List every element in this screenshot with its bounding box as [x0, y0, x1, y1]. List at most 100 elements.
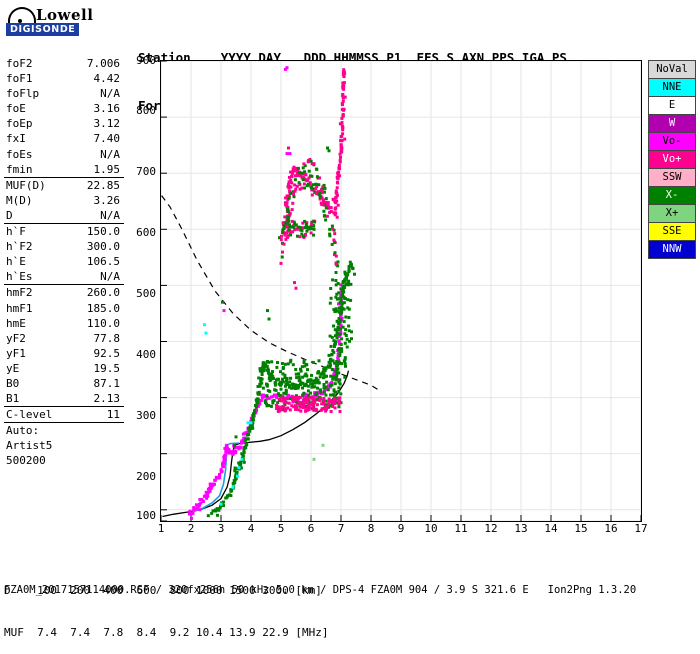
echo-pixel [232, 479, 236, 483]
legend-item-nnw[interactable]: NNW [648, 240, 696, 259]
echo-pixel [326, 201, 330, 205]
echo-pixel [285, 397, 289, 401]
echo-pixel [336, 203, 340, 207]
echo-pixel [312, 408, 316, 412]
echo-pixel [329, 410, 333, 413]
legend-item-w[interactable]: W [648, 114, 696, 133]
echo-pixel [291, 398, 295, 401]
echo-pixel [309, 391, 313, 395]
echo-pixel [275, 378, 278, 382]
echo-pixel [330, 367, 334, 371]
echo-pixel [244, 442, 248, 446]
echo-pixel [334, 340, 337, 344]
echo-pixel [337, 297, 341, 301]
echo-pixel [338, 301, 342, 305]
echo-pixel [336, 176, 340, 180]
echo-pixel [293, 398, 297, 402]
legend-item-e[interactable]: E [648, 96, 696, 115]
artist-version-row: Artist5 [4, 438, 124, 453]
echo-pixel [243, 436, 247, 440]
legend-item-nne[interactable]: NNE [648, 78, 696, 97]
echo-pixel [343, 356, 347, 360]
ionogram-plot[interactable] [160, 60, 642, 522]
echo-pixel [335, 309, 339, 313]
echo-pixel [225, 443, 229, 447]
legend-item-x-[interactable]: X- [648, 186, 696, 205]
echo-pixel [294, 394, 298, 398]
echo-pixel [288, 223, 291, 227]
echo-pixel [295, 184, 299, 188]
echo-pixel [345, 272, 349, 276]
echo-pixel [256, 397, 259, 401]
echo-pixel [278, 236, 281, 240]
echo-pixel [306, 389, 310, 393]
echo-pixel [293, 395, 297, 399]
echo-pixel [328, 334, 332, 338]
echo-pixel [224, 453, 227, 457]
legend-item-sse[interactable]: SSE [648, 222, 696, 241]
legend-item-ssw[interactable]: SSW [648, 168, 696, 187]
echo-pixel [333, 382, 337, 386]
echo-pixel [301, 178, 305, 182]
echo-pixel [330, 335, 334, 339]
echo-pixel [293, 183, 297, 187]
echo-pixel [282, 242, 286, 246]
echo-color-legend[interactable]: NoVal NNE E W Vo- Vo+ SSW X- X+ SSE NNW [648, 60, 696, 259]
echo-pixel [260, 371, 264, 375]
legend-item-x-[interactable]: X+ [648, 204, 696, 223]
echo-pixel [319, 408, 323, 412]
echo-pixel [284, 382, 288, 386]
echo-pixel [317, 381, 321, 385]
echo-pixel [324, 197, 328, 201]
echo-pixel [219, 468, 223, 472]
echo-pixel [343, 341, 347, 345]
param-row: yE 19.5 [4, 361, 124, 376]
echo-pixel [289, 185, 293, 189]
x-tick-1: 1 [157, 522, 165, 535]
echo-pixel [238, 445, 242, 449]
echo-pixel [267, 369, 270, 372]
echo-pixel [283, 373, 287, 377]
echo-pixel [290, 219, 294, 223]
echo-pixel [338, 160, 342, 164]
legend-item-noval[interactable]: NoVal [648, 60, 696, 79]
artist-version: Artist5 [6, 439, 53, 453]
echo-pixel [237, 466, 241, 470]
echo-pixel [331, 278, 335, 282]
echo-pixel [284, 67, 287, 71]
echo-pixel [292, 192, 295, 196]
echo-pixel [278, 394, 282, 397]
echo-pixel [256, 385, 260, 388]
param-key: B0 [6, 376, 20, 390]
echo-pixel [322, 390, 326, 394]
legend-item-vo-[interactable]: Vo- [648, 132, 696, 151]
echo-pixel [333, 361, 337, 365]
echo-pixel [295, 170, 299, 174]
param-key: yE [6, 361, 20, 375]
echo-pixel [265, 383, 269, 387]
echo-pixel [216, 476, 220, 480]
echo-pixel [279, 387, 283, 391]
echo-pixel [204, 494, 208, 498]
echo-pixel [325, 380, 329, 384]
echo-pixel [347, 269, 351, 272]
echo-pixel [330, 352, 334, 356]
echo-pixel [338, 332, 342, 336]
param-value: 7.006 [86, 57, 120, 70]
echo-pixel [347, 329, 351, 333]
echo-pixel [344, 283, 348, 286]
echo-pixel [331, 227, 335, 231]
ionogram-canvas[interactable] [161, 61, 641, 521]
legend-item-vo-[interactable]: Vo+ [648, 150, 696, 169]
artist-code: 500200 [6, 454, 46, 468]
echo-pixel [287, 224, 291, 228]
echo-pixel [300, 405, 303, 409]
echo-pixel [258, 367, 262, 371]
echo-pixel [309, 378, 313, 382]
echo-pixel [349, 264, 353, 267]
echo-pixel [222, 465, 225, 469]
echo-pixel [341, 292, 345, 296]
echo-pixel [283, 233, 287, 237]
echo-pixel [258, 384, 262, 388]
echo-pixel [246, 421, 250, 425]
